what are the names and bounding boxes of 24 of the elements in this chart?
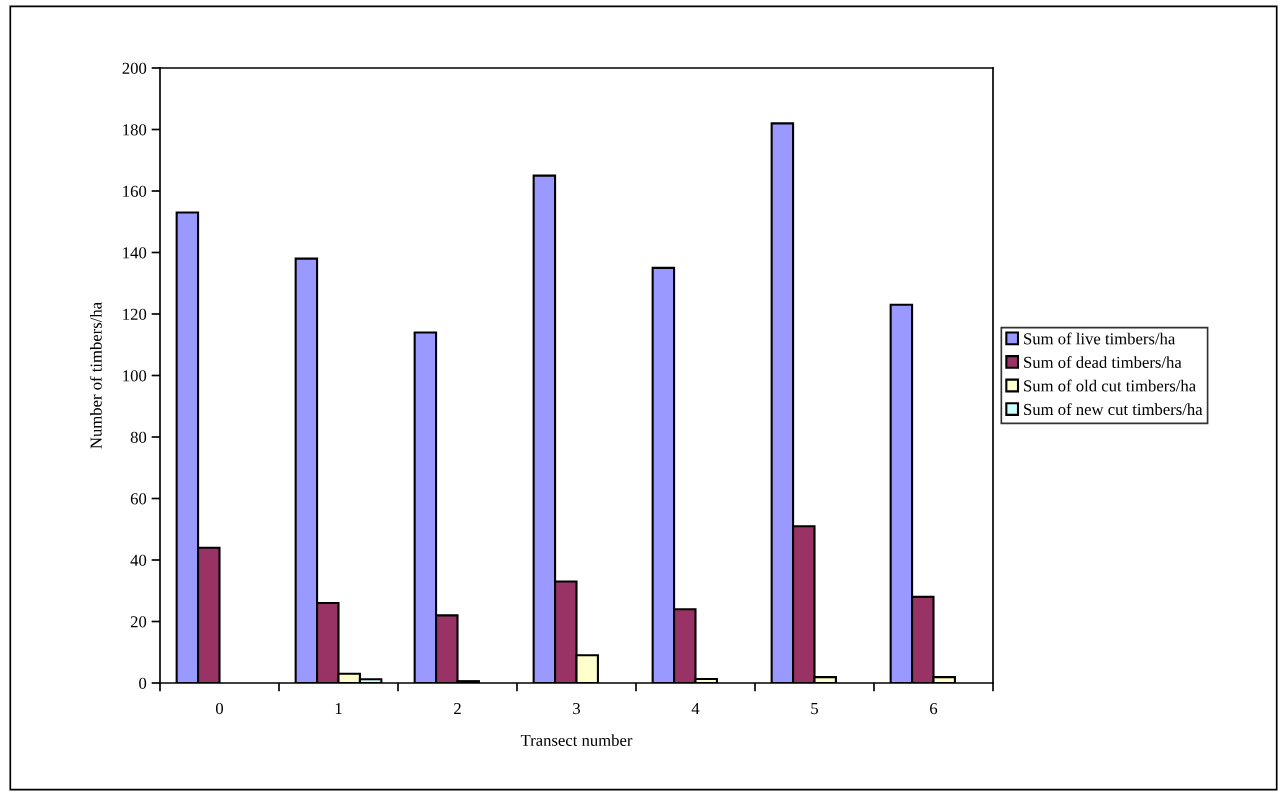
x-tick-label: 4 <box>691 703 700 715</box>
x-tick-label: 5 <box>811 703 819 715</box>
y-tick-label: 80 <box>130 431 147 443</box>
x-tick-label: 3 <box>573 702 581 715</box>
x-axis-title: Transect number <box>520 734 633 746</box>
x-tick-label: 2 <box>454 702 461 715</box>
legend-label: Sum of live timbers/ha <box>1024 332 1176 345</box>
y-tick-label: 180 <box>123 124 147 136</box>
y-tick-label: 0 <box>139 677 147 689</box>
legend-label: Sum of old cut timbers/ha <box>1024 379 1196 392</box>
x-tick-label: 0 <box>215 702 224 715</box>
y-tick-label: 120 <box>123 308 147 320</box>
legend-label: Sum of dead timbers/ha <box>1024 356 1182 368</box>
y-tick-label: 20 <box>130 616 147 628</box>
y-tick-label: 140 <box>123 247 147 259</box>
y-tick-label: 200 <box>122 62 147 74</box>
y-tick-label: 60 <box>130 493 147 505</box>
legend-label: Sum of new cut timbers/ha <box>1024 403 1203 416</box>
y-tick-label: 40 <box>130 554 147 566</box>
x-tick-label: 6 <box>930 702 938 715</box>
y-tick-label: 100 <box>123 370 147 382</box>
x-tick-label: 1 <box>335 703 342 715</box>
y-axis-title: Number of timbers/ha <box>89 302 102 449</box>
y-tick-label: 160 <box>123 185 147 197</box>
